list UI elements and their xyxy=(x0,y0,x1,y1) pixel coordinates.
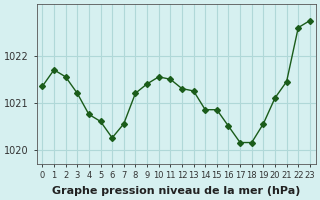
X-axis label: Graphe pression niveau de la mer (hPa): Graphe pression niveau de la mer (hPa) xyxy=(52,186,300,196)
